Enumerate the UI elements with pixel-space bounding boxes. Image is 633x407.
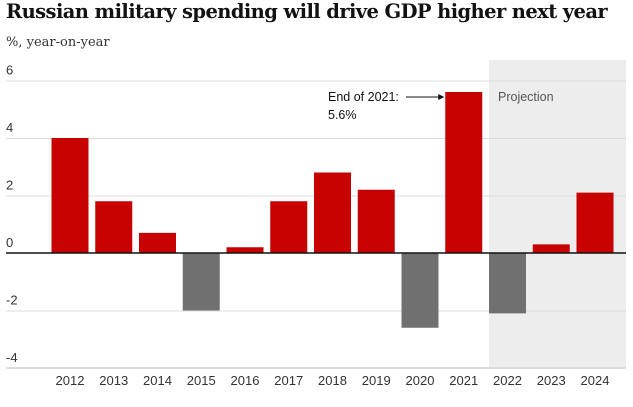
x-tick-label: 2012 xyxy=(56,373,85,388)
x-tick-label: 2017 xyxy=(274,373,303,388)
x-tick-label: 2019 xyxy=(362,373,391,388)
bar-2013 xyxy=(95,201,133,253)
x-tick-label: 2018 xyxy=(318,373,347,388)
bar-2018 xyxy=(314,172,351,253)
bar-2022 xyxy=(489,253,526,314)
x-tick-label: 2014 xyxy=(143,373,172,388)
x-tick-label: 2022 xyxy=(493,373,522,388)
x-tick-label: 2020 xyxy=(406,373,435,388)
x-tick-label: 2016 xyxy=(231,373,260,388)
annotation-value: 5.6% xyxy=(328,108,357,122)
bar-2017 xyxy=(270,201,308,253)
bar-2023 xyxy=(532,244,570,253)
bar-2015 xyxy=(182,253,220,311)
y-tick-label: 4 xyxy=(6,120,13,135)
x-tick-label: 2013 xyxy=(99,373,128,388)
bar-2016 xyxy=(226,247,264,253)
x-tick-label: 2023 xyxy=(537,373,566,388)
bar-2014 xyxy=(139,232,176,253)
bar-2012 xyxy=(51,138,89,253)
x-tick-label: 2021 xyxy=(449,373,478,388)
chart-title: Russian military spending will drive GDP… xyxy=(6,0,608,23)
y-axis-label: %, year-on-year xyxy=(6,35,110,50)
bar-2021 xyxy=(445,92,483,253)
bar-2024 xyxy=(576,192,614,253)
y-tick-label: 2 xyxy=(6,178,13,193)
bar-2020 xyxy=(401,253,439,328)
x-tick-label: 2024 xyxy=(581,373,610,388)
y-tick-label: 0 xyxy=(6,235,13,250)
y-tick-label: -4 xyxy=(6,350,18,365)
bar-2019 xyxy=(357,189,395,253)
annotation-text: End of 2021: xyxy=(328,90,399,104)
y-tick-label: 6 xyxy=(6,63,13,78)
annotation-arrowhead xyxy=(438,94,445,100)
x-tick-label: 2015 xyxy=(187,373,216,388)
y-tick-label: -2 xyxy=(6,293,18,308)
projection-label: Projection xyxy=(498,90,554,104)
